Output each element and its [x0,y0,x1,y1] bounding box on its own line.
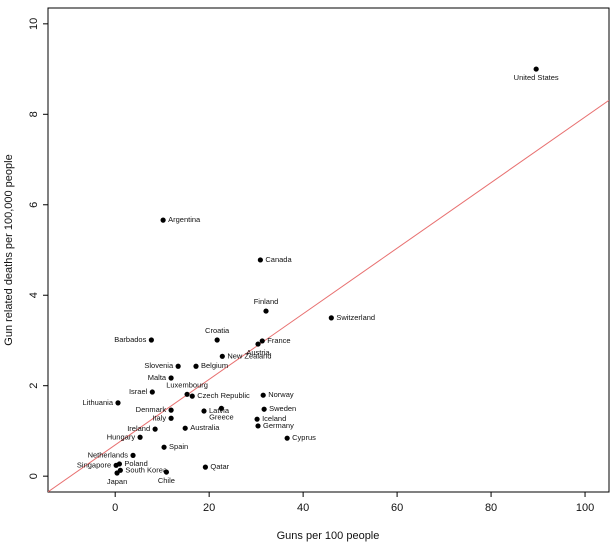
point [263,308,269,314]
point [201,408,207,414]
y-axis-label: Gun related deaths per 100,000 people [3,154,15,345]
x-tick-label: 0 [112,502,118,514]
point [255,423,261,429]
point [160,217,166,223]
point-label: Australia [190,423,220,432]
point-label: France [267,336,290,345]
point [218,405,224,411]
point [328,315,334,321]
plot-frame [47,7,610,493]
point [260,392,266,398]
point-label: Singapore [77,460,111,469]
point-label: Germany [263,421,294,430]
point-label: Austria [246,348,270,357]
point-label: Japan [107,477,127,486]
point [284,435,290,441]
point-label: Poland [124,459,147,468]
point [168,375,174,381]
point-label: Luxembourg [166,380,208,389]
point-label: Iceland [262,414,286,423]
trend-line [48,99,609,492]
x-tick-label: 20 [203,502,215,514]
y-tick-label: 6 [28,202,40,208]
point-label: Greece [209,412,234,421]
point [255,341,261,347]
point [130,452,136,458]
point-label: South Korea [125,465,168,474]
point-label: Latvia [209,406,230,415]
point-label: Hungary [107,432,136,441]
point [175,363,181,369]
point [152,426,158,432]
x-tick-label: 60 [391,502,403,514]
point-label: Netherlands [88,450,129,459]
point [182,425,188,431]
point-label: Canada [265,255,292,264]
point-label: New Zealand [227,351,271,360]
point-label: Czech Republic [197,391,250,400]
point-label: Sweden [269,404,296,413]
point [257,257,263,263]
x-tick-label: 40 [297,502,309,514]
point [149,389,155,395]
point [193,363,199,369]
point-label: Malta [148,373,167,382]
point-label: Ireland [127,424,150,433]
point-label: United States [514,73,559,82]
x-tick-label: 80 [485,502,497,514]
point [114,470,120,476]
point [189,393,195,399]
point [161,444,167,450]
point [261,406,267,412]
point-label: Lithuania [83,398,114,407]
point [184,391,190,397]
point-label: Croatia [205,326,230,335]
point-label: Cyprus [292,433,316,442]
point-label: Italy [152,413,166,422]
y-tick-label: 8 [28,111,40,117]
point-label: Slovenia [144,361,174,370]
point-label: Israel [129,387,148,396]
point-label: Finland [254,297,279,306]
point [219,353,225,359]
point-label: Qatar [210,462,229,471]
point-label: Spain [169,442,188,451]
point [168,415,174,421]
point [202,464,208,470]
point [254,416,260,422]
point [113,462,119,468]
x-axis-label: Guns per 100 people [277,530,380,542]
y-tick-label: 2 [28,383,40,389]
point-label: Chile [158,476,175,485]
point [214,337,220,343]
x-tick-label: 100 [576,502,594,514]
point-label: Argentina [168,215,201,224]
point-label: Denmark [136,405,167,414]
point-label: Belgium [201,361,228,370]
point [115,400,121,406]
y-tick-label: 0 [28,473,40,479]
point [137,434,143,440]
point-label: Norway [268,390,294,399]
point-label: Barbados [114,335,146,344]
point [163,469,170,475]
y-tick-label: 4 [28,292,40,298]
point [168,407,174,413]
y-tick-label: 10 [28,18,40,30]
point-label: Switzerland [336,313,375,322]
point [533,66,539,72]
point [148,337,154,343]
point [259,338,265,344]
